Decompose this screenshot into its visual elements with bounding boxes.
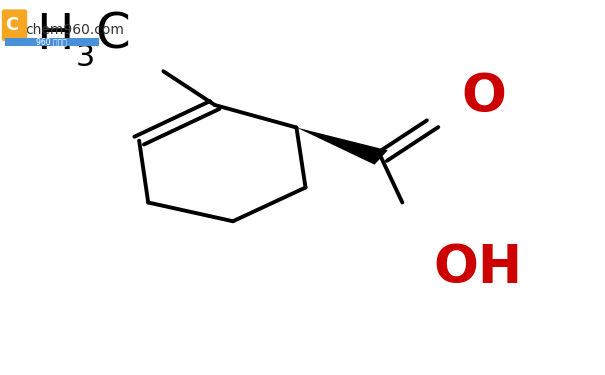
- FancyBboxPatch shape: [2, 9, 27, 41]
- Text: O: O: [462, 72, 506, 123]
- Text: 960 化工网: 960 化工网: [36, 37, 67, 46]
- Text: 3: 3: [76, 43, 95, 72]
- Polygon shape: [296, 128, 388, 165]
- Text: C: C: [5, 16, 18, 34]
- Text: C: C: [96, 11, 131, 59]
- Text: H: H: [36, 11, 74, 59]
- FancyBboxPatch shape: [5, 38, 99, 46]
- Text: chem960.com: chem960.com: [25, 22, 124, 36]
- Text: OH: OH: [433, 242, 523, 294]
